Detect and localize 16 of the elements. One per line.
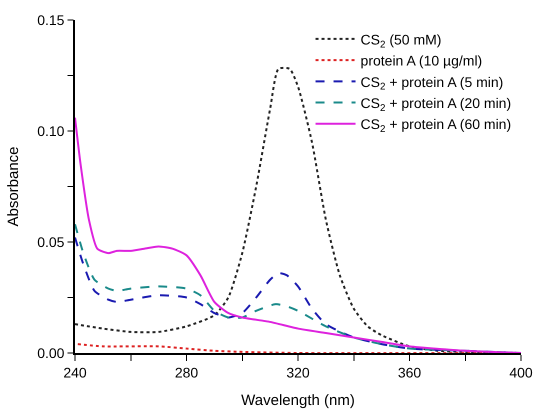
x-tick-label: 280 bbox=[174, 364, 198, 381]
x-tick-label: 360 bbox=[398, 364, 422, 381]
x-tick-label: 400 bbox=[509, 364, 533, 381]
legend-label: CS$_{2}$ + protein A (60 min) bbox=[360, 116, 512, 136]
y-tick-label: 0.10 bbox=[37, 122, 65, 139]
legend-label: protein A (10 µg/ml) bbox=[360, 52, 482, 69]
y-axis-title: Absorbance bbox=[4, 146, 22, 227]
x-tick-label: 320 bbox=[286, 364, 310, 381]
x-tick-label: 240 bbox=[63, 364, 87, 381]
x-axis-title: Wavelength (nm) bbox=[241, 392, 355, 410]
y-tick-label: 0.05 bbox=[37, 234, 65, 250]
legend-label: CS$_{2}$ (50 mM) bbox=[360, 31, 442, 50]
y-tick-label: 0.15 bbox=[37, 12, 65, 28]
legend-label: CS$_{2}$ + protein A (20 min) bbox=[360, 94, 512, 114]
legend-label: CS$_{2}$ + protein A (5 min) bbox=[360, 74, 504, 93]
y-tick-label: 0.00 bbox=[37, 344, 65, 361]
